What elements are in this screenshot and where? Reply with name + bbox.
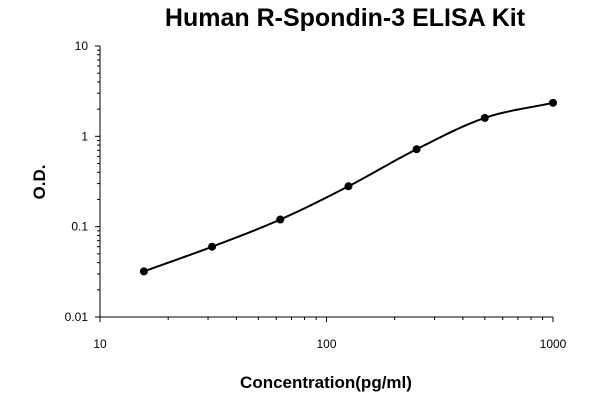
axes: 0.01 0.1 1 10 10 100 1000 bbox=[65, 39, 567, 351]
x-tick-label: 100 bbox=[316, 337, 336, 351]
data-point bbox=[480, 113, 489, 122]
data-point bbox=[344, 182, 353, 191]
data-points bbox=[139, 98, 557, 276]
data-point bbox=[276, 215, 285, 224]
y-tick-label: 10 bbox=[75, 39, 89, 53]
data-point bbox=[412, 145, 421, 154]
y-tick-label: 0.01 bbox=[65, 310, 89, 324]
data-point bbox=[139, 267, 148, 276]
x-tick-label: 10 bbox=[93, 337, 107, 351]
y-axis-label: O.D. bbox=[30, 165, 49, 200]
y-tick-label: 1 bbox=[81, 129, 88, 143]
data-point bbox=[549, 98, 557, 107]
x-tick-label: 1000 bbox=[540, 337, 567, 351]
chart-title: Human R-Spondin-3 ELISA Kit bbox=[165, 4, 526, 32]
x-axis-label: Concentration(pg/ml) bbox=[240, 373, 412, 392]
data-point bbox=[208, 242, 217, 251]
y-tick-label: 0.1 bbox=[71, 220, 88, 234]
